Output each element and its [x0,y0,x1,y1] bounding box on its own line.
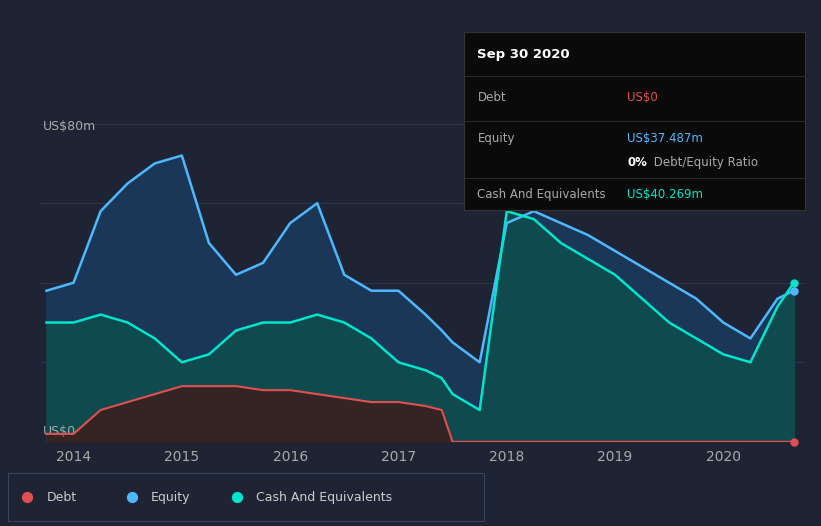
Text: Debt/Equity Ratio: Debt/Equity Ratio [649,156,758,169]
Text: 0%: 0% [627,156,647,169]
Text: Equity: Equity [151,491,190,503]
Point [230,493,243,501]
Point [21,493,34,501]
Point [787,287,800,295]
Text: Debt: Debt [478,91,506,104]
Text: US$80m: US$80m [44,120,96,133]
Text: US$0: US$0 [627,91,658,104]
Text: Sep 30 2020: Sep 30 2020 [478,48,570,62]
Point [126,493,139,501]
Text: Cash And Equivalents: Cash And Equivalents [256,491,392,503]
Text: Cash And Equivalents: Cash And Equivalents [478,188,606,201]
Text: Debt: Debt [46,491,76,503]
Point [787,279,800,287]
Text: US$40.269m: US$40.269m [627,188,704,201]
Text: US$37.487m: US$37.487m [627,133,704,145]
Text: US$0: US$0 [44,425,76,438]
Text: Equity: Equity [478,133,515,145]
Point [787,438,800,446]
